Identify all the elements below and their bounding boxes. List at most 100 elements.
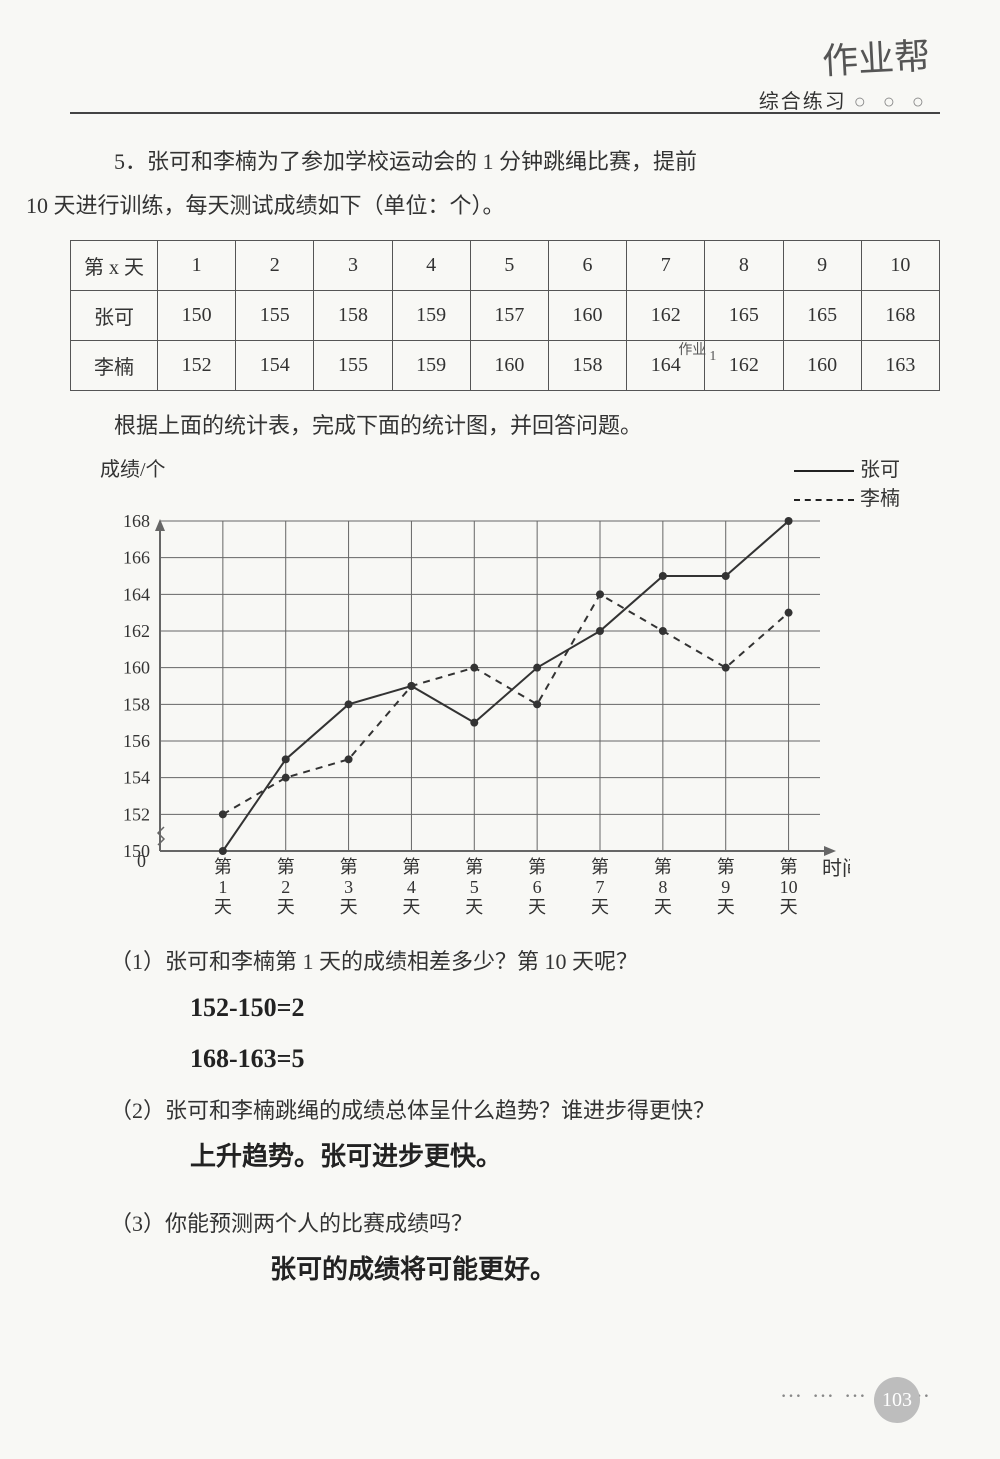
table-day: 4 [392,241,470,291]
svg-text:第: 第 [465,857,483,877]
svg-text:天: 天 [277,897,295,917]
table-day: 10 [861,241,939,291]
svg-text:天: 天 [654,897,672,917]
table-cell: 154 [236,341,314,391]
svg-text:168: 168 [123,511,150,531]
line-chart: 150152154156158160162164166168第1天第2天第3天第… [90,511,850,931]
table-day: 6 [548,241,626,291]
page-number: 103 [874,1377,920,1423]
svg-text:第: 第 [214,857,232,877]
content: 5．张可和李楠为了参加学校运动会的 1 分钟跳绳比赛，提前 10 天进行训练，每… [70,140,940,1291]
table-cell: 158 [314,291,392,341]
question-1: （1）张可和李楠第 1 天的成绩相差多少？第 10 天呢？ [110,941,940,983]
y-axis-title: 成绩/个 [100,453,166,482]
table-day: 7 [627,241,705,291]
legend-label: 张可 [860,459,900,481]
answer-1b: 168-163=5 [190,1038,940,1080]
problem-number: 5． [114,149,147,174]
svg-text:天: 天 [780,897,798,917]
table-cell: 158 [548,341,626,391]
table-cell: 165 [705,291,783,341]
table-cell: 162 [627,291,705,341]
table-cell: 157 [470,291,548,341]
table-cell: 164 作业 [627,341,705,391]
answer-1a: 152-150=2 [190,987,940,1029]
svg-text:160: 160 [123,657,150,677]
svg-text:天: 天 [402,897,420,917]
table-day: 2 [236,241,314,291]
svg-text:时间: 时间 [822,857,850,880]
svg-text:天: 天 [214,897,232,917]
table-cell: 165 [783,291,861,341]
table-cell: 159 [392,291,470,341]
table-header-label: 第 x 天 [71,241,158,291]
svg-text:166: 166 [123,547,150,567]
svg-text:5: 5 [470,877,479,897]
cell-annotation: 1 [709,349,716,365]
table-cell: 160 [548,291,626,341]
cell-annotation: 作业 [678,339,706,359]
problem-line2: 10 天进行训练，每天测试成绩如下（单位：个）。 [26,193,505,218]
svg-text:天: 天 [591,897,609,917]
section-label-text: 综合练习 [759,91,847,113]
table-day: 3 [314,241,392,291]
section-label: 综合练习 ○ ○ ○ [759,85,930,114]
instruction-text: 根据上面的统计表，完成下面的统计图，并回答问题。 [70,405,940,447]
svg-text:天: 天 [465,897,483,917]
page: 作业帮 综合练习 ○ ○ ○ 5．张可和李楠为了参加学校运动会的 1 分钟跳绳比… [0,0,1000,1459]
svg-text:第: 第 [591,857,609,877]
header-rule [70,112,940,114]
svg-text:第: 第 [717,857,735,877]
legend-item-b: 李楠 [794,482,900,511]
chart-header-row: 成绩/个 张可 李楠 [90,453,940,511]
table-day: 5 [470,241,548,291]
cell-value: 164 [651,354,681,376]
svg-text:8: 8 [658,877,667,897]
legend-label: 李楠 [860,488,900,510]
legend-item-a: 张可 [794,453,900,482]
top-handwriting: 作业帮 [821,27,932,85]
svg-text:158: 158 [123,694,150,714]
svg-text:第: 第 [277,857,295,877]
row-label: 张可 [71,291,158,341]
legend-line-solid [794,470,854,472]
question-2: （2）张可和李楠跳绳的成绩总体呈什么趋势？谁进步得更快？ [110,1090,940,1132]
svg-text:0: 0 [137,851,146,871]
svg-text:10: 10 [780,877,798,897]
problem-text: 5．张可和李楠为了参加学校运动会的 1 分钟跳绳比赛，提前 10 天进行训练，每… [70,140,940,228]
table-row: 李楠 152 154 155 159 160 158 164 作业 1 162 … [71,341,940,391]
svg-text:天: 天 [717,897,735,917]
table-row: 张可 150 155 158 159 157 160 162 165 165 1… [71,291,940,341]
svg-text:162: 162 [123,621,150,641]
svg-text:第: 第 [654,857,672,877]
svg-text:第: 第 [340,857,358,877]
table-row: 第 x 天 1 2 3 4 5 6 7 8 9 10 [71,241,940,291]
table-day: 9 [783,241,861,291]
svg-text:156: 156 [123,731,150,751]
row-label: 李楠 [71,341,158,391]
question-3: （3）你能预测两个人的比赛成绩吗？ [110,1203,940,1245]
svg-text:1: 1 [218,877,227,897]
table-cell: 163 [861,341,939,391]
svg-text:2: 2 [281,877,290,897]
table-cell: 160 [470,341,548,391]
table-cell: 155 [236,291,314,341]
svg-text:第: 第 [528,857,546,877]
svg-text:164: 164 [123,584,150,604]
svg-text:第: 第 [780,857,798,877]
cell-value: 162 [729,354,759,376]
svg-text:天: 天 [340,897,358,917]
svg-text:天: 天 [528,897,546,917]
svg-text:6: 6 [533,877,542,897]
svg-text:152: 152 [123,804,150,824]
table-cell: 150 [158,291,236,341]
table-day: 8 [705,241,783,291]
svg-text:4: 4 [407,877,416,897]
answer-3: 张可的成绩将可能更好。 [270,1249,940,1291]
svg-text:3: 3 [344,877,353,897]
answer-2: 上升趋势。张可进步更快。 [190,1136,940,1178]
svg-text:154: 154 [123,767,150,787]
table-cell: 155 [314,341,392,391]
problem-line1: 张可和李楠为了参加学校运动会的 1 分钟跳绳比赛，提前 [147,149,697,174]
table-day: 1 [158,241,236,291]
